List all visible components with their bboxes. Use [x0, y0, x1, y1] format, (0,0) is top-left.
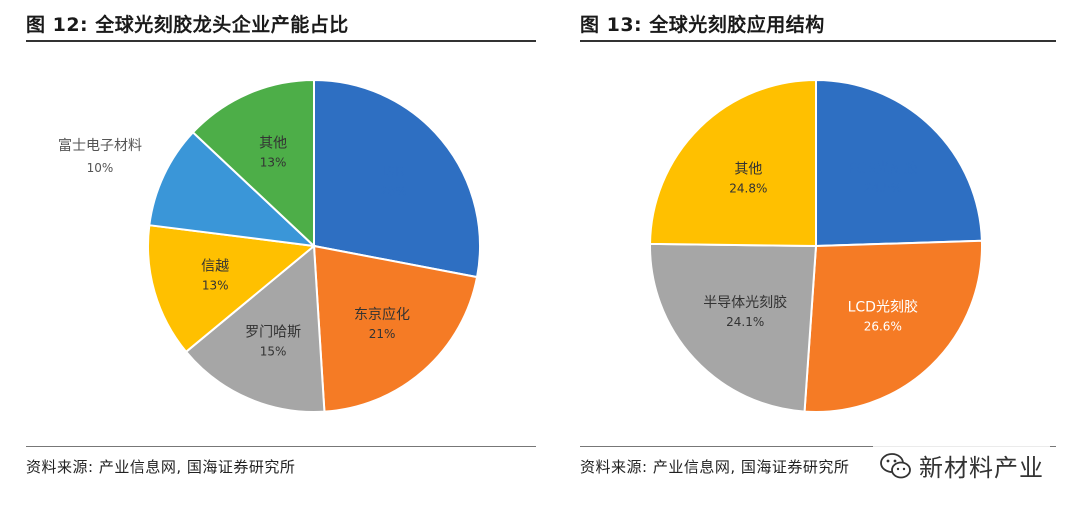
slice-label: 信越 [201, 259, 229, 275]
slice-percent-label: 13% [202, 279, 229, 293]
slice-percent-label: 10% [87, 161, 114, 175]
slice-label: PCB光刻胶 [848, 160, 918, 177]
watermark: 新材料产业 [873, 446, 1050, 485]
source-note: 资料来源: 产业信息网, 国海证券研究所 [580, 458, 850, 476]
slice-percent-label: 24.1% [726, 315, 764, 329]
slice-percent-label: 28% [380, 184, 407, 198]
title-rule [26, 40, 536, 42]
chart-title: 图 13: 全球光刻胶应用结构 [580, 14, 825, 36]
wechat-icon [880, 452, 911, 478]
chart-panel-right: 图 13: 全球光刻胶应用结构 PCB光刻胶 24.5% LCD光刻胶 26.6% 半导… [580, 0, 1056, 507]
chart-panel-left: 图 12: 全球光刻胶龙头企业产能占比 JSR 28% 东京应化 21% 罗门哈斯 15%… [26, 0, 536, 507]
slice-percent-label: 24.5% [864, 181, 902, 195]
chart-title: 图 12: 全球光刻胶龙头企业产能占比 [26, 14, 349, 36]
pie-slice [147, 224, 317, 354]
slice-label: 富士电子材料 [58, 137, 142, 154]
pie-slice [191, 78, 315, 249]
slice-label: LCD光刻胶 [848, 298, 918, 315]
pie-slice [313, 78, 481, 279]
pie-slice [815, 78, 983, 248]
pie-chart-capacity: JSR 28% 东京应化 21% 罗门哈斯 15% 信越 13% 富士电子材料 10% 其他 13% [58, 78, 481, 413]
slice-label: JSR [381, 164, 405, 180]
slice-label: 半导体光刻胶 [703, 294, 787, 311]
watermark-text: 新材料产业 [919, 454, 1044, 482]
slice-label: 其他 [259, 136, 287, 152]
title-rule [580, 40, 1056, 42]
slice-percent-label: 26.6% [864, 319, 902, 333]
slice-label: 东京应化 [354, 306, 410, 323]
slice-percent-label: 24.8% [729, 181, 767, 195]
slice-percent-label: 21% [369, 327, 396, 341]
pie-slice [184, 243, 326, 413]
slice-label: 罗门哈斯 [245, 324, 301, 340]
pie-slice [649, 242, 818, 413]
slice-percent-label: 13% [260, 156, 287, 170]
source-rule [26, 446, 536, 447]
pie-slice [312, 244, 479, 413]
pie-chart-application: PCB光刻胶 24.5% LCD光刻胶 26.6% 半导体光刻胶 24.1% 其他 24.8% [648, 78, 983, 413]
source-rule [580, 446, 1056, 447]
pie-slice [803, 239, 983, 413]
slice-label: 其他 [734, 161, 762, 177]
slice-percent-label: 15% [260, 344, 287, 358]
pie-slice [148, 130, 317, 248]
source-note: 资料来源: 产业信息网, 国海证券研究所 [26, 458, 296, 476]
pie-slice [648, 78, 817, 248]
